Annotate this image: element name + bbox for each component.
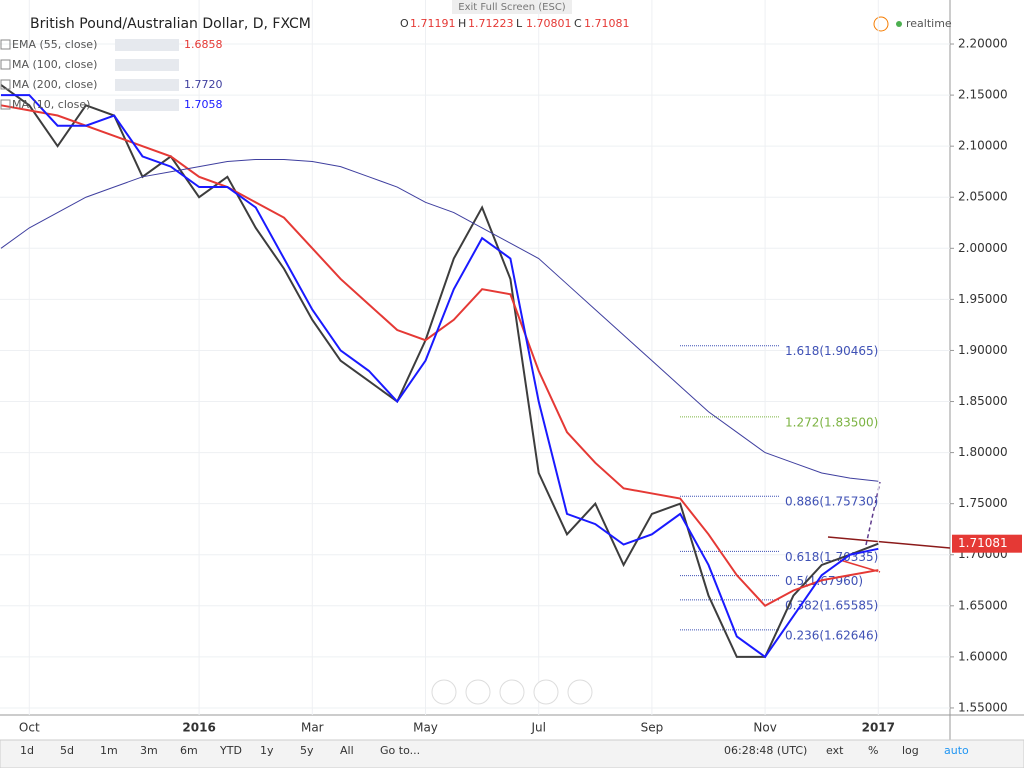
- realtime-status: realtime: [906, 17, 952, 30]
- y-tick-label: 2.05000: [958, 190, 1008, 204]
- symbol-title: British Pound/Australian Dollar, D, FXCM: [30, 16, 311, 32]
- last-price-tag: [952, 534, 1022, 553]
- ohlc-key: H: [458, 17, 466, 30]
- x-tick-label: 2016: [182, 721, 215, 735]
- y-tick-label: 1.95000: [958, 292, 1008, 306]
- range-button[interactable]: 3m: [140, 744, 158, 757]
- ohlc-key: C: [574, 17, 582, 30]
- nav-button[interactable]: [465, 679, 491, 705]
- x-tick-label: Nov: [753, 721, 776, 735]
- y-tick-label: 1.80000: [958, 445, 1008, 459]
- indicator-name: MA (10, close): [12, 98, 90, 111]
- indicator-buttons[interactable]: [115, 79, 179, 91]
- indicator-name: MA (200, close): [12, 78, 97, 91]
- series-line: [0, 104, 879, 608]
- projection-up: [865, 481, 881, 546]
- x-tick-label: Sep: [641, 721, 664, 735]
- x-tick-label: May: [413, 721, 438, 735]
- indicator-name: EMA (55, close): [12, 38, 97, 51]
- trend-line: [827, 536, 951, 549]
- fib-label: 0.886(1.75730): [785, 495, 878, 509]
- series-line: [0, 84, 879, 658]
- y-tick-label: 1.90000: [958, 343, 1008, 357]
- series-line: [1, 94, 879, 659]
- ohlc-value: 1.70801: [526, 17, 572, 30]
- ohlc-key: L: [516, 17, 523, 30]
- fib-label: 1.272(1.83500): [785, 415, 878, 429]
- indicator-buttons[interactable]: [115, 99, 179, 111]
- x-tick-label: Oct: [19, 721, 40, 735]
- indicator-value: 1.7058: [184, 98, 223, 111]
- y-tick-label: 1.85000: [958, 394, 1008, 408]
- indicator-name: MA (100, close): [12, 58, 97, 71]
- indicator-buttons[interactable]: [115, 39, 179, 51]
- y-tick-label: 2.20000: [958, 37, 1008, 51]
- nav-button[interactable]: [567, 679, 593, 705]
- ohlc-value: 1.71191: [410, 17, 456, 30]
- range-button[interactable]: 5d: [60, 744, 74, 757]
- fib-label: 0.236(1.62646): [785, 628, 878, 642]
- exit-bar[interactable]: [452, 0, 572, 14]
- status-dot: [896, 21, 902, 27]
- nav-button[interactable]: [533, 679, 559, 705]
- range-button[interactable]: 1m: [100, 744, 118, 757]
- goto-button[interactable]: Go to...: [380, 744, 420, 757]
- y-tick-label: 2.10000: [958, 139, 1008, 153]
- range-button[interactable]: 1d: [20, 744, 34, 757]
- indicator-toggle[interactable]: [0, 79, 11, 90]
- fib-label: 0.5(1.67960): [785, 574, 863, 588]
- range-button[interactable]: 5y: [300, 744, 314, 757]
- fib-label: 0.382(1.65585): [785, 598, 878, 612]
- option-button[interactable]: %: [868, 744, 878, 757]
- y-tick-label: 1.75000: [958, 496, 1008, 510]
- range-button[interactable]: YTD: [219, 744, 242, 757]
- last-price-label: 1.71081: [958, 536, 1008, 550]
- option-button[interactable]: ext: [826, 744, 844, 757]
- range-button[interactable]: 6m: [180, 744, 198, 757]
- y-tick-label: 2.15000: [958, 88, 1008, 102]
- clock: 06:28:48 (UTC): [724, 744, 807, 757]
- indicator-toggle[interactable]: [0, 99, 11, 110]
- x-tick-label: 2017: [862, 721, 895, 735]
- x-tick-label: Mar: [301, 721, 324, 735]
- indicator-value: 1.6858: [184, 38, 223, 51]
- y-tick-label: 1.65000: [958, 598, 1008, 612]
- x-tick-label: Jul: [530, 721, 545, 735]
- indicator-value: 1.7720: [184, 78, 223, 91]
- option-button[interactable]: log: [902, 744, 919, 757]
- nav-button[interactable]: [431, 679, 457, 705]
- series-line: [0, 158, 879, 482]
- y-tick-label: 1.55000: [958, 700, 1008, 714]
- warning-icon[interactable]: [873, 16, 889, 32]
- indicator-buttons[interactable]: [115, 59, 179, 71]
- y-tick-label: 1.60000: [958, 649, 1008, 663]
- range-button[interactable]: All: [340, 744, 354, 757]
- indicator-toggle[interactable]: [0, 59, 11, 70]
- ohlc-value: 1.71223: [468, 17, 514, 30]
- exit-fullscreen[interactable]: Exit Full Screen (ESC): [458, 2, 566, 13]
- ohlc-key: O: [400, 17, 409, 30]
- indicator-toggle[interactable]: [0, 39, 11, 50]
- nav-button[interactable]: [499, 679, 525, 705]
- fib-label: 1.618(1.90465): [785, 344, 878, 358]
- option-button[interactable]: auto: [944, 744, 969, 757]
- range-button[interactable]: 1y: [260, 744, 274, 757]
- y-tick-label: 2.00000: [958, 241, 1008, 255]
- ohlc-value: 1.71081: [584, 17, 630, 30]
